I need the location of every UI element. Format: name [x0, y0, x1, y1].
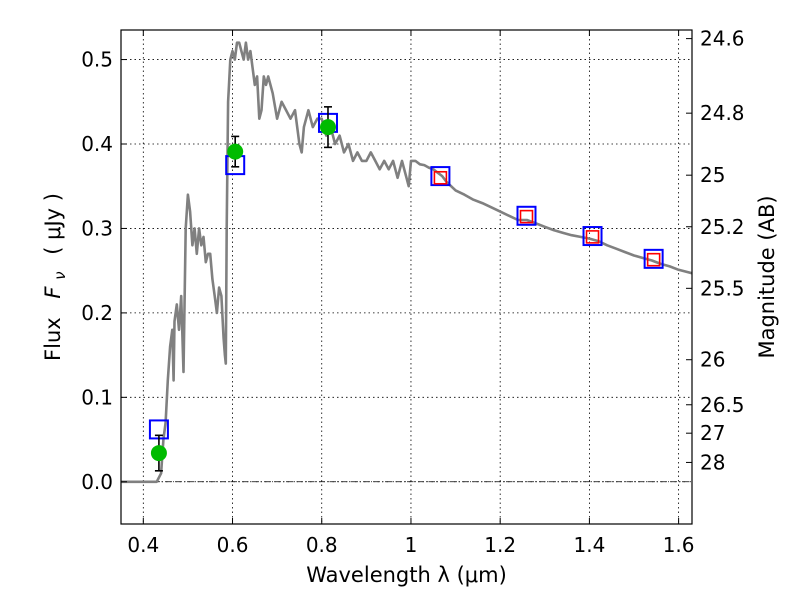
y-tick-label: 0.1 — [81, 385, 113, 409]
tick-marks — [121, 30, 692, 524]
y-tick-label: 0.4 — [81, 132, 113, 156]
y2-axis-label: Magnitude (AB) — [755, 195, 779, 358]
model-band-square-red — [433, 170, 448, 185]
plot-content — [121, 41, 692, 484]
model-band-square-blue — [516, 205, 537, 226]
y-axis-label-prefix: Flux — [41, 317, 65, 361]
y2-tick-label: 28 — [700, 450, 725, 474]
y2-tick-label: 26.5 — [700, 393, 745, 417]
y2-tick-label: 25 — [700, 163, 725, 187]
x-axis-label: Wavelength λ (μm) — [306, 563, 507, 587]
y-tick-label: 0.0 — [81, 470, 113, 494]
tick-labels: 0.4 0.6 0.8 1 1.2 1.4 1.6 0.0 0.1 0.2 0.3 0.4 0.5 24.… — [81, 27, 744, 557]
y-tick-label: 0.3 — [81, 216, 113, 240]
model-band-square-red — [519, 209, 534, 224]
y-axis-label-subscript: ν — [51, 271, 69, 279]
model-band-square-red — [585, 230, 600, 244]
x-tick-label: 0.8 — [306, 533, 338, 557]
y2-tick-label: 24.8 — [700, 101, 745, 125]
y2-tick-label: 25.2 — [700, 215, 745, 239]
y2-tick-label: 27 — [700, 421, 725, 445]
y2-tick-label: 25.5 — [700, 276, 745, 300]
y2-tick-label: 26 — [700, 348, 725, 372]
x-tick-label: 1.4 — [573, 533, 605, 557]
observed-point — [227, 143, 244, 160]
y-tick-label: 0.5 — [81, 48, 113, 72]
y-tick-label: 0.2 — [81, 301, 113, 325]
model-band-square-red — [646, 252, 661, 267]
model-band-square-blue — [582, 226, 603, 247]
x-tick-label: 1.2 — [484, 533, 516, 557]
x-tick-label: 0.4 — [127, 533, 159, 557]
y-axis-label: Flux F ν ( μJy ) — [41, 193, 70, 361]
model-band-square-blue — [643, 248, 664, 269]
x-tick-label: 1.6 — [663, 533, 695, 557]
model-band-square-blue — [430, 166, 451, 187]
y-axis-label-unit: ( μJy ) — [41, 193, 65, 255]
observed-point — [319, 119, 336, 136]
axes-frame — [120, 29, 693, 525]
plot-area — [121, 41, 692, 484]
y2-tick-label: 24.6 — [700, 27, 745, 51]
spectrum-line — [121, 41, 692, 484]
x-tick-label: 0.6 — [217, 533, 249, 557]
observed-point — [150, 445, 167, 462]
x-tick-label: 1 — [405, 533, 418, 557]
y-axis-label-symbol: F — [41, 286, 65, 299]
